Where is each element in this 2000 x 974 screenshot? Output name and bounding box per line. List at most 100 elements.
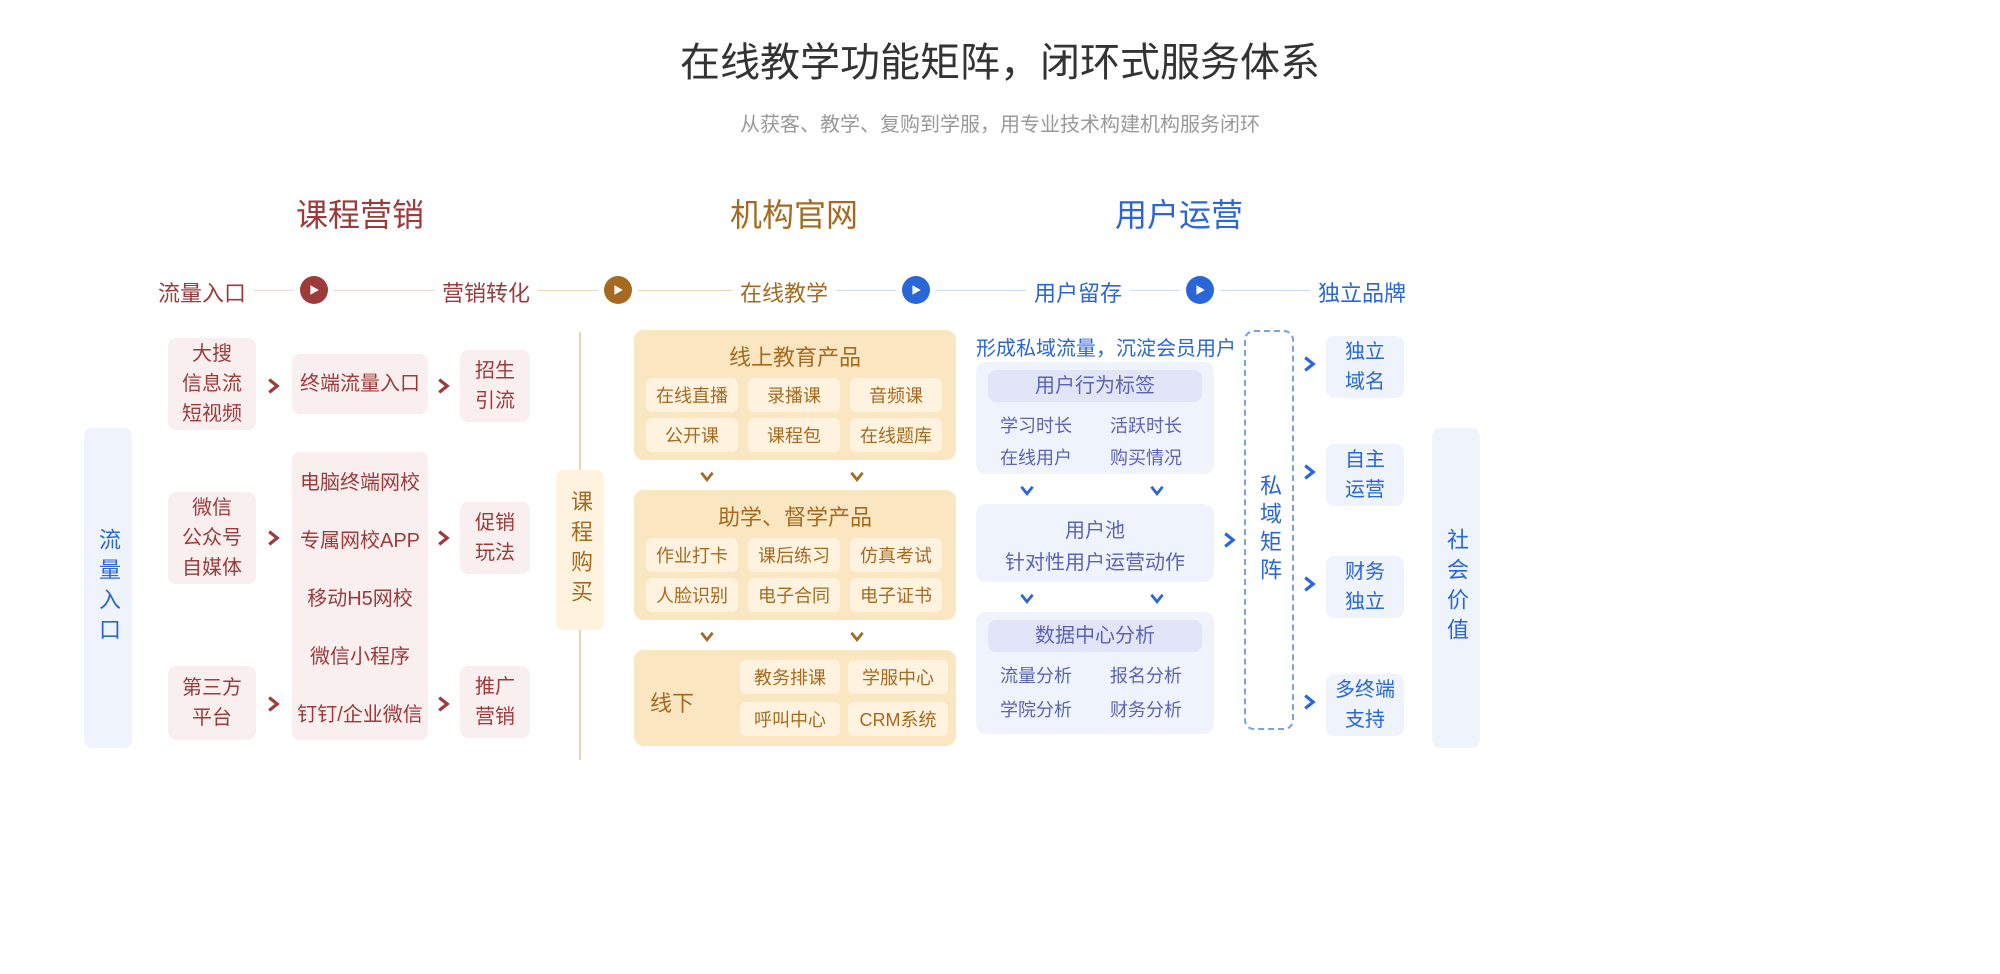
- analysis-traffic: 流量分析: [1000, 662, 1072, 688]
- divider: [334, 290, 434, 291]
- chip-crm: CRM系统: [848, 702, 948, 736]
- subheader-retention: 用户留存: [1034, 276, 1122, 308]
- subheader-convert: 营销转化: [442, 276, 530, 308]
- chip-callcenter: 呼叫中心: [740, 702, 840, 736]
- chevron-right-icon: [436, 530, 452, 546]
- chevron-right-icon: [436, 378, 452, 394]
- chevron-right-icon: [1222, 532, 1238, 548]
- pillar-purchase: 课程购买: [556, 470, 604, 630]
- item-pc: 电脑终端网校: [292, 466, 428, 495]
- chip-contract: 电子合同: [748, 578, 840, 612]
- subheader-teaching: 在线教学: [740, 276, 828, 308]
- user-pool-line1: 用户池: [976, 514, 1214, 543]
- tag-online: 在线用户: [1000, 444, 1072, 470]
- box-enroll: 招生 引流: [460, 350, 530, 422]
- divider: [836, 290, 896, 291]
- chevron-down-icon: [1150, 592, 1190, 606]
- analysis-enroll: 报名分析: [1110, 662, 1182, 688]
- chevron-down-icon: [1020, 592, 1060, 606]
- chevron-right-icon: [1302, 464, 1318, 480]
- brand-terminal: 多终端 支持: [1326, 674, 1404, 736]
- item-miniprogram: 微信小程序: [292, 640, 428, 669]
- divider: [1220, 290, 1310, 291]
- subheader-traffic: 流量入口: [158, 276, 246, 308]
- user-pool-line2: 针对性用户运营动作: [976, 546, 1214, 575]
- chevron-right-icon: [266, 696, 282, 712]
- chip-cert: 电子证书: [850, 578, 942, 612]
- dashed-private-matrix: 私域矩阵: [1244, 330, 1294, 730]
- chevron-right-icon: [1302, 694, 1318, 710]
- section-marketing: 课程营销: [296, 190, 424, 236]
- panel2-title: 助学、督学产品: [634, 500, 956, 532]
- box-thirdparty: 第三方 平台: [168, 666, 256, 740]
- tag-buy: 购买情况: [1110, 444, 1182, 470]
- box-wechat: 微信 公众号 自媒体: [168, 492, 256, 584]
- pillar-purchase-label: 课程购买: [564, 490, 596, 610]
- chevron-right-icon: [1302, 356, 1318, 372]
- pillar-value-label: 社会价值: [1440, 528, 1472, 648]
- chevron-down-icon: [850, 630, 890, 644]
- pillar-traffic-label: 流量入口: [92, 528, 124, 648]
- divider: [638, 290, 732, 291]
- chip-package: 课程包: [748, 418, 840, 452]
- box-spread: 推广 营销: [460, 666, 530, 738]
- chevron-down-icon: [1020, 484, 1060, 498]
- chevron-right-icon: [266, 378, 282, 394]
- item-app: 专属网校APP: [292, 524, 428, 553]
- retention-note: 形成私域流量，沉淀会员用户: [976, 332, 1236, 361]
- chip-open: 公开课: [646, 418, 738, 452]
- chip-record: 录播课: [748, 378, 840, 412]
- chevron-right-icon: [436, 696, 452, 712]
- chevron-down-icon: [1150, 484, 1190, 498]
- chevron-right-icon: [1302, 576, 1318, 592]
- chip-exam: 仿真考试: [850, 538, 942, 572]
- box-data-center-title: 数据中心分析: [988, 620, 1202, 652]
- play-icon: [902, 276, 930, 304]
- divider: [254, 290, 294, 291]
- chevron-down-icon: [700, 470, 740, 484]
- brand-operate: 自主 运营: [1326, 444, 1404, 506]
- subheader-row: 流量入口 营销转化 在线教学 用户留存 独立品牌: [0, 276, 2000, 306]
- subheader-brand: 独立品牌: [1318, 276, 1406, 308]
- item-h5: 移动H5网校: [292, 582, 428, 611]
- chip-bank: 在线题库: [850, 418, 942, 452]
- box-dasou: 大搜 信息流 短视频: [168, 338, 256, 430]
- chip-schedule: 教务排课: [740, 660, 840, 694]
- section-operation: 用户运营: [1115, 190, 1243, 236]
- vertical-line: [579, 332, 581, 470]
- divider: [936, 290, 1026, 291]
- tag-active: 活跃时长: [1110, 412, 1182, 438]
- chip-live: 在线直播: [646, 378, 738, 412]
- divider: [1130, 290, 1180, 291]
- chip-homework: 作业打卡: [646, 538, 738, 572]
- box-user-tags-title: 用户行为标签: [988, 370, 1202, 402]
- chip-service: 学服中心: [848, 660, 948, 694]
- analysis-academy: 学院分析: [1000, 696, 1072, 722]
- section-official: 机构官网: [730, 190, 858, 236]
- vertical-line: [579, 630, 581, 760]
- box-promo: 促销 玩法: [460, 502, 530, 574]
- brand-domain: 独立 域名: [1326, 336, 1404, 398]
- chip-afterclass: 课后练习: [748, 538, 840, 572]
- tag-study: 学习时长: [1000, 412, 1072, 438]
- play-icon: [300, 276, 328, 304]
- item-dingtalk: 钉钉/企业微信: [292, 698, 428, 727]
- chip-audio: 音频课: [850, 378, 942, 412]
- pillar-value: 社会价值: [1432, 428, 1480, 748]
- chip-face: 人脸识别: [646, 578, 738, 612]
- box-terminal-entry: 终端流量入口: [292, 354, 428, 414]
- divider: [538, 290, 598, 291]
- play-icon: [1186, 276, 1214, 304]
- pillar-traffic: 流量入口: [84, 428, 132, 748]
- brand-finance: 财务 独立: [1326, 556, 1404, 618]
- play-icon: [604, 276, 632, 304]
- chevron-down-icon: [850, 470, 890, 484]
- private-matrix-label: 私域矩阵: [1253, 474, 1285, 586]
- page-title: 在线教学功能矩阵，闭环式服务体系: [0, 0, 2000, 88]
- panel1-title: 线上教育产品: [634, 340, 956, 372]
- analysis-finance: 财务分析: [1110, 696, 1182, 722]
- offline-label: 线下: [650, 686, 694, 718]
- page-subtitle: 从获客、教学、复购到学服，用专业技术构建机构服务闭环: [0, 108, 2000, 137]
- chevron-right-icon: [266, 530, 282, 546]
- chevron-down-icon: [700, 630, 740, 644]
